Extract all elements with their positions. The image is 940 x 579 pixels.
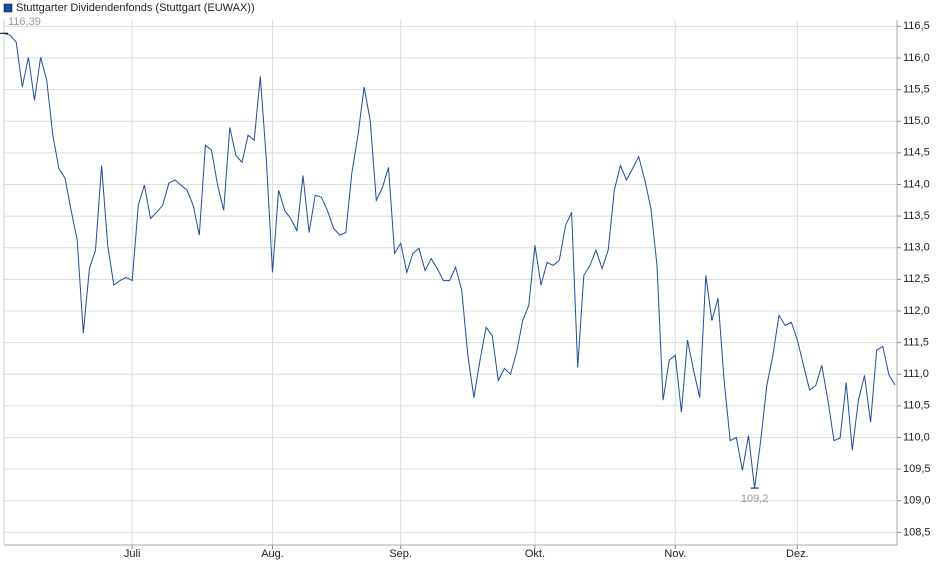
y-tick-label: 114,5 [903,147,930,159]
y-tick-label: 109,5 [903,463,931,475]
y-tick-label: 116,5 [903,20,930,32]
y-tick-label: 115,5 [903,83,930,95]
x-tick-label: Aug. [261,548,284,560]
y-tick-label: 111,0 [903,368,929,380]
x-tick-label: Okt. [525,548,545,560]
y-tick-label: 111,5 [903,336,929,348]
y-tick-label: 109,0 [903,495,931,507]
y-tick-label: 112,0 [903,305,930,317]
plot-area [4,20,897,545]
legend-label: Stuttgarter Dividendenfonds (Stuttgart (… [16,2,255,14]
y-tick-label: 108,5 [903,526,931,538]
y-tick-label: 113,5 [903,210,930,222]
line-series [3,32,896,489]
legend-swatch [3,3,13,13]
x-tick-label: Juli [124,548,141,560]
y-tick-label: 110,5 [903,400,930,412]
y-tick-label: 115,0 [903,115,930,127]
value-label: 116,39 [8,16,41,28]
y-tick-label: 113,0 [903,242,930,254]
y-tick-label: 114,0 [903,178,930,190]
x-tick-label: Dez. [786,548,809,560]
x-tick-label: Nov. [664,548,686,560]
y-tick-label: 116,0 [903,52,930,64]
y-tick-label: 112,5 [903,273,930,285]
y-tick-label: 110,0 [903,431,930,443]
value-label: 109,2 [741,493,769,505]
x-tick-label: Sep. [389,548,412,560]
